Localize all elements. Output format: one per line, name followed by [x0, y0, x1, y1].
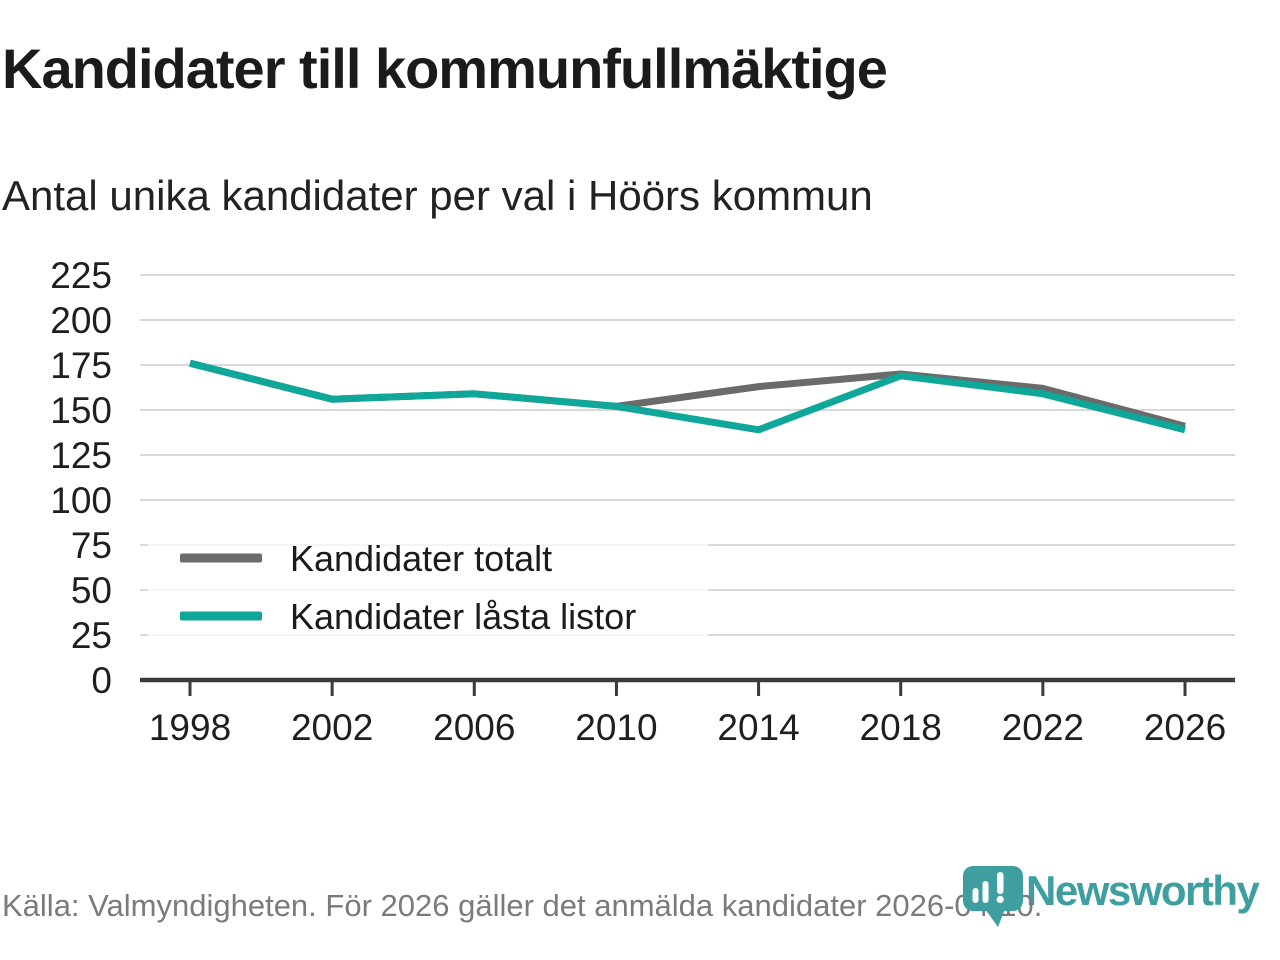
logo-bar-medium — [982, 881, 989, 903]
y-tick-label-50: 50 — [71, 570, 112, 611]
newsworthy-wordmark: Newsworthy — [1026, 867, 1260, 914]
logo-bubble-tail — [985, 909, 1005, 927]
y-tick-label-25: 25 — [71, 615, 112, 656]
legend-swatch-2 — [180, 611, 262, 621]
logo-exclamation-dot — [996, 895, 1004, 904]
y-tick-label-100: 100 — [50, 480, 112, 521]
chart-title: Kandidater till kommunfullmäktige — [2, 37, 888, 100]
y-tick-label-175: 175 — [50, 345, 112, 386]
series-line-kandidater-l-sta-listor — [189, 359, 1186, 434]
y-tick-label-150: 150 — [50, 390, 112, 431]
chart-subtitle: Antal unika kandidater per val i Höörs k… — [2, 172, 873, 219]
y-tick-label-0: 0 — [91, 660, 112, 701]
x-tick-label-2010: 2010 — [575, 707, 657, 748]
source-note: Källa: Valmyndigheten. För 2026 gäller d… — [2, 888, 1043, 923]
newsworthy-logo-icon — [963, 866, 1023, 927]
legend-label-2: Kandidater låsta listor — [290, 596, 636, 637]
x-tick-label-2018: 2018 — [860, 707, 942, 748]
x-tick-label-2026: 2026 — [1144, 707, 1226, 748]
y-tick-label-75: 75 — [71, 525, 112, 566]
y-tick-label-200: 200 — [50, 300, 112, 341]
legend-background — [148, 524, 708, 662]
x-tick-label-2014: 2014 — [717, 707, 799, 748]
logo-exclamation-bar — [997, 872, 1004, 894]
x-tick-label-2022: 2022 — [1002, 707, 1084, 748]
logo-bar-short — [972, 888, 979, 903]
legend-swatch-1 — [180, 553, 262, 563]
x-tick-label-2002: 2002 — [291, 707, 373, 748]
logo-bubble-shape — [963, 866, 1023, 911]
x-tick-label-1998: 1998 — [149, 707, 231, 748]
y-tick-label-125: 125 — [50, 435, 112, 476]
x-tick-label-2006: 2006 — [433, 707, 515, 748]
y-tick-label-225: 225 — [50, 255, 112, 296]
legend-label-1: Kandidater totalt — [290, 538, 552, 579]
